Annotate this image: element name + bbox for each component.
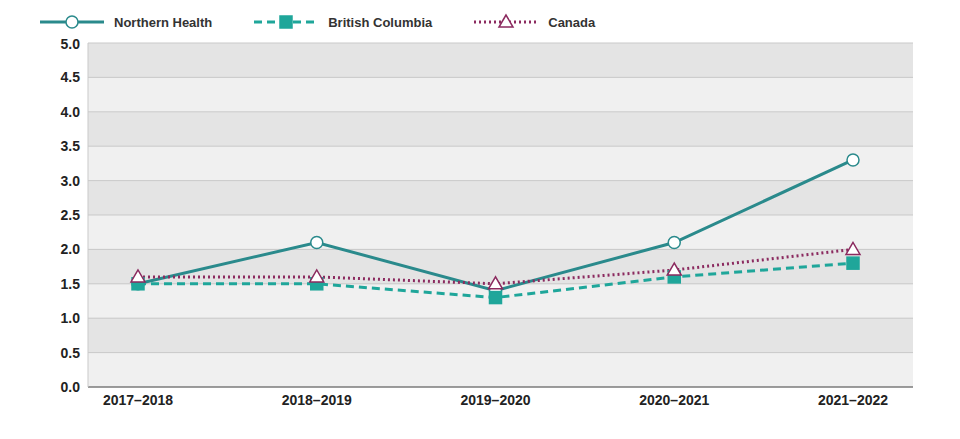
svg-text:2018–2019: 2018–2019	[282, 392, 352, 408]
svg-text:4.5: 4.5	[61, 69, 81, 85]
svg-text:2019–2020: 2019–2020	[460, 392, 530, 408]
svg-text:3.0: 3.0	[61, 173, 81, 189]
svg-text:2021–2022: 2021–2022	[818, 392, 888, 408]
svg-text:2.5: 2.5	[61, 207, 81, 223]
svg-text:2020–2021: 2020–2021	[639, 392, 709, 408]
html-text:British Columbia: British Columbia	[328, 14, 433, 30]
svg-text:1.5: 1.5	[61, 276, 81, 292]
svg-text:3.5: 3.5	[61, 138, 81, 154]
html-text:Canada: Canada	[548, 14, 596, 30]
svg-text:0.0: 0.0	[61, 379, 81, 395]
svg-text:2017–2018: 2017–2018	[103, 392, 173, 408]
svg-text:5.0: 5.0	[61, 36, 81, 52]
svg-text:0.5: 0.5	[61, 345, 81, 361]
svg-text:2.0: 2.0	[61, 241, 81, 257]
html-text:Northern Health: Northern Health	[114, 14, 213, 30]
svg-text:4.0: 4.0	[61, 104, 81, 120]
svg-text:1.0: 1.0	[61, 310, 81, 326]
